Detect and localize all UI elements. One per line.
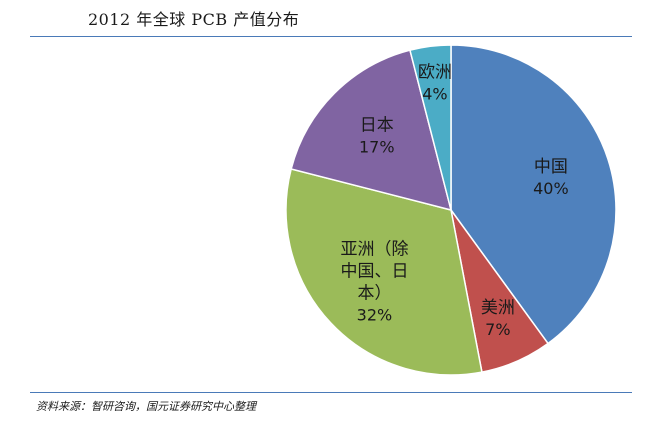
slice-percent-label: 40% (533, 179, 569, 198)
slice-label: 中国 (534, 157, 568, 177)
slice-percent-label: 7% (485, 320, 510, 339)
pie-slice (290, 49, 453, 212)
slice-label: 欧洲 (418, 63, 452, 83)
pie-slice (409, 44, 452, 211)
chart-title: 2012 年全球 PCB 产值分布 (88, 10, 300, 29)
slice-label: 亚洲（除 (340, 239, 408, 259)
slice-percent-label: 17% (359, 137, 395, 156)
slice-label: 美洲 (481, 298, 515, 318)
slice-percent-label: 32% (357, 305, 393, 324)
slice-label: 中国、日 (340, 261, 408, 281)
slice-label: 日本 (360, 115, 394, 135)
source-note: 资料来源：智研咨询，国元证券研究中心整理 (36, 400, 256, 413)
pie-slice (285, 168, 483, 376)
slice-label: 本） (357, 283, 391, 303)
top-divider (30, 36, 632, 37)
bottom-divider (30, 392, 632, 393)
pie-slice (450, 44, 617, 345)
slice-percent-label: 4% (422, 85, 447, 104)
